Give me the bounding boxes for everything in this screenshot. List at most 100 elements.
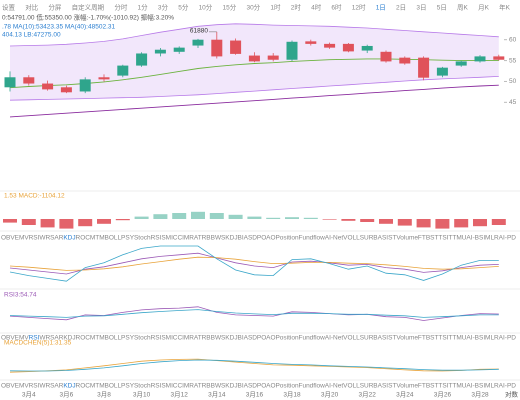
tab[interactable]: MR (184, 235, 194, 242)
tab[interactable]: AI-PD (499, 335, 517, 342)
tab[interactable]: TVolume (392, 235, 418, 242)
tab[interactable]: BBW (206, 335, 222, 342)
tab[interactable]: TTSI (434, 383, 448, 390)
tab[interactable]: BOLL (105, 235, 122, 242)
tab[interactable]: BBW (206, 235, 222, 242)
tab[interactable]: SMI (161, 383, 173, 390)
tab[interactable]: 10分 (199, 3, 213, 12)
tab[interactable]: DPO (252, 235, 266, 242)
tab[interactable]: SKDJ (221, 335, 238, 342)
tab[interactable]: 设置 (2, 3, 16, 12)
tab[interactable]: BASIS (373, 335, 393, 342)
tab[interactable]: StochRSI (134, 235, 162, 242)
tab[interactable]: 分时 (114, 3, 128, 12)
tab[interactable]: 分屏 (48, 3, 62, 12)
tab[interactable]: StochRSI (134, 335, 162, 342)
tab[interactable]: WR (39, 335, 50, 342)
tab[interactable]: MLR (485, 383, 499, 390)
tab[interactable]: Position (275, 335, 299, 342)
tab[interactable]: AI-NetVOL (325, 235, 357, 242)
tab[interactable]: 对比 (25, 3, 39, 12)
tab[interactable]: SKDJ (221, 383, 238, 390)
tab[interactable]: AI-NetVOL (325, 383, 357, 390)
tab[interactable]: ROC (76, 383, 91, 390)
tab[interactable]: FTBS (418, 383, 435, 390)
tab[interactable]: ATR (194, 335, 207, 342)
tab[interactable]: ROC (76, 235, 91, 242)
tab[interactable]: 自定义周期 (72, 3, 105, 12)
tab[interactable]: 1分 (138, 3, 149, 12)
tab[interactable]: Fundflow (298, 383, 325, 390)
tab[interactable]: OBV (1, 383, 15, 390)
tab[interactable]: EMV (15, 335, 30, 342)
tab[interactable]: AO (266, 335, 275, 342)
tab[interactable]: ATR (194, 235, 207, 242)
tab[interactable]: PSY (121, 335, 135, 342)
tab[interactable]: CCI (173, 235, 184, 242)
tab[interactable]: WR (39, 235, 50, 242)
tab[interactable]: LSUR (356, 335, 374, 342)
tab[interactable]: AI-PD (499, 235, 517, 242)
tab[interactable]: ATR (194, 383, 207, 390)
tab[interactable]: 15分 (223, 3, 237, 12)
tab[interactable]: Fundflow (298, 235, 325, 242)
tab[interactable]: WR (39, 383, 50, 390)
tab[interactable]: MTM (90, 235, 105, 242)
tab[interactable]: BASIS (373, 235, 393, 242)
tab[interactable]: 1时 (270, 3, 281, 12)
tab[interactable]: BOLL (105, 335, 122, 342)
tab[interactable]: 3日 (416, 4, 426, 12)
tab[interactable]: Position (275, 235, 299, 242)
tab[interactable]: PSY (121, 235, 135, 242)
tab[interactable]: TTMU (448, 235, 466, 242)
tab[interactable]: AI-NetVOL (325, 335, 357, 342)
tab[interactable]: TTSI (434, 235, 448, 242)
tab[interactable]: RSI (29, 383, 40, 390)
tab[interactable]: TTMU (448, 335, 466, 342)
tab[interactable]: 5分 (178, 3, 189, 12)
tab[interactable]: BOLL (105, 383, 122, 390)
tab[interactable]: TTSI (434, 335, 448, 342)
tab[interactable]: RSI (29, 335, 40, 342)
tab[interactable]: OBV (1, 235, 15, 242)
tab[interactable]: SMI (161, 235, 173, 242)
tab[interactable]: 月K (478, 4, 490, 12)
tab[interactable]: RSI (29, 235, 40, 242)
tab[interactable]: 4时 (311, 3, 322, 12)
tab[interactable]: EMV (15, 383, 30, 390)
tab[interactable]: MTM (90, 383, 105, 390)
tab[interactable]: DPO (252, 335, 266, 342)
tab[interactable]: MR (184, 383, 194, 390)
tab[interactable]: 5日 (437, 4, 447, 12)
tab[interactable]: 2时 (291, 3, 302, 12)
tab[interactable]: StochRSI (134, 383, 162, 390)
tab[interactable]: AI-BSI (466, 383, 485, 390)
tab[interactable]: SAR (50, 383, 64, 390)
tab[interactable]: EMV (15, 235, 30, 242)
tab[interactable]: 3分 (158, 3, 169, 12)
tab[interactable]: TTMU (448, 383, 466, 390)
tab[interactable]: AO (266, 235, 275, 242)
tab[interactable]: BIAS (237, 383, 252, 390)
tab[interactable]: Position (275, 383, 299, 390)
tab[interactable]: SAR (50, 235, 64, 242)
tab[interactable]: FTBS (418, 335, 435, 342)
tab[interactable]: SMI (161, 335, 173, 342)
tab[interactable]: KDJ (63, 383, 75, 390)
tab[interactable]: MLR (485, 335, 499, 342)
tab[interactable]: BBW (206, 383, 222, 390)
tab[interactable]: 1日 (376, 4, 386, 12)
tab[interactable]: AI-BSI (466, 235, 485, 242)
tab[interactable]: OBV (1, 335, 15, 342)
tab[interactable]: KDJ (63, 335, 75, 342)
tab[interactable]: SAR (50, 335, 64, 342)
tab[interactable]: 12时 (352, 3, 366, 12)
tab[interactable]: TVolume (392, 335, 418, 342)
tab[interactable]: AI-PD (499, 383, 517, 390)
tab[interactable]: MR (184, 335, 194, 342)
tab[interactable]: SKDJ (221, 235, 238, 242)
tab[interactable]: 2日 (396, 4, 406, 12)
tab[interactable]: 周K (457, 4, 469, 12)
tab[interactable]: CCI (173, 383, 184, 390)
tab[interactable]: FTBS (418, 235, 435, 242)
